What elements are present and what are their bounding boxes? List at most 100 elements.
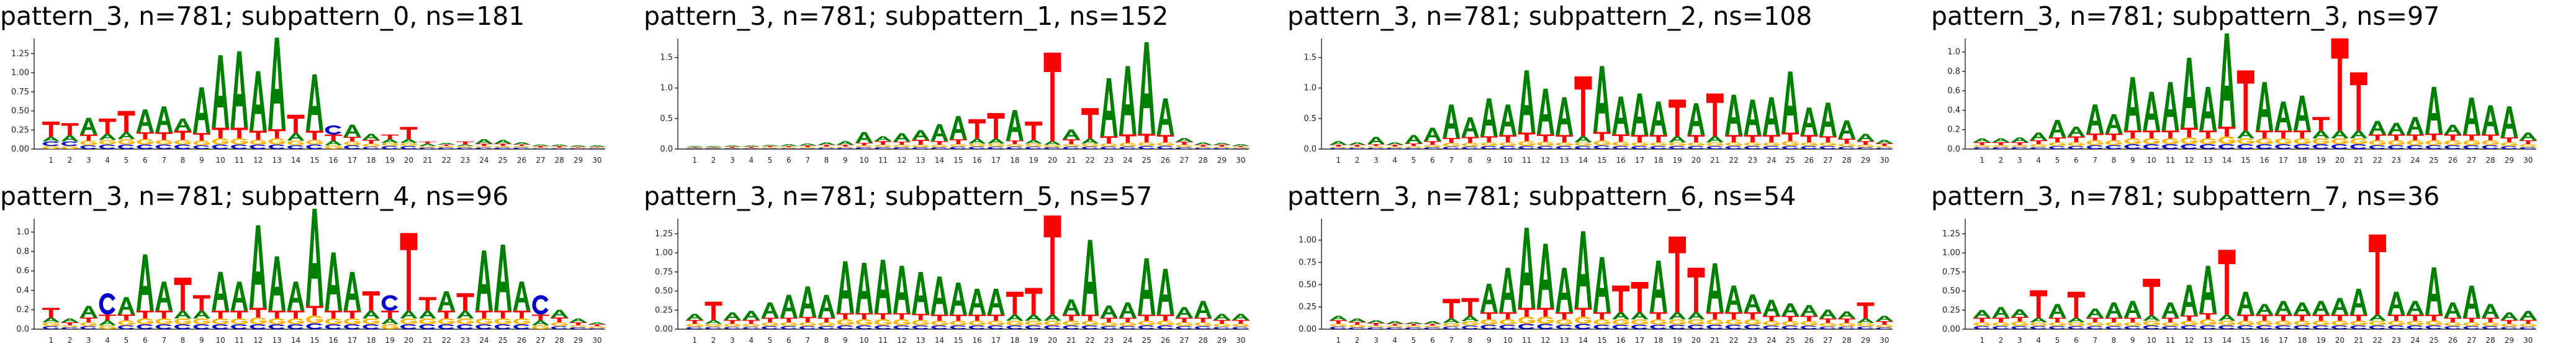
logo-letter-t <box>2462 317 2480 322</box>
logo-letter-t <box>987 314 1005 321</box>
position-tick-label: 29 <box>574 336 583 345</box>
position-tick-label: 18 <box>2297 156 2307 165</box>
logo-letter-g <box>419 318 436 325</box>
logo-letter-a <box>1875 140 1893 144</box>
y-tick-label: 0.25 <box>11 125 29 135</box>
logo-letter-g <box>1725 142 1742 147</box>
logo-letter-c <box>2256 144 2273 149</box>
logo-letter-a <box>136 109 154 132</box>
logo-letter-t <box>1819 318 1837 323</box>
y-tick-label: 0.5 <box>1304 114 1317 124</box>
logo-letter-t <box>1330 320 1348 324</box>
logo-letter-c <box>724 148 741 149</box>
position-tick-label: 15 <box>2241 156 2250 165</box>
logo-letter-c <box>705 148 722 149</box>
logo-letter-t <box>949 139 967 145</box>
logo-letter-g <box>1876 324 1893 328</box>
position-tick-label: 19 <box>1673 336 1682 345</box>
position-tick-label: 25 <box>1786 156 1795 165</box>
logo-letter-t <box>287 311 305 319</box>
position-tick-label: 9 <box>843 336 848 345</box>
logo-letter-c <box>1876 327 1893 329</box>
logo-letter-a <box>912 271 930 314</box>
logo-letter-a <box>1461 315 1479 322</box>
logo-letter-t <box>1213 145 1231 147</box>
position-tick-label: 14 <box>1578 336 1588 345</box>
logo-letter-g <box>1556 142 1573 147</box>
position-tick-label: 26 <box>1161 336 1170 345</box>
logo-letter-t <box>305 130 323 140</box>
position-tick-label: 21 <box>2354 156 2363 165</box>
logo-letter-t <box>2067 291 2085 318</box>
logo-letter-t <box>686 147 704 148</box>
logo-letter-a <box>2143 91 2161 131</box>
logo-letter-t <box>1744 135 1762 143</box>
logo-letter-g <box>1480 319 1498 325</box>
position-tick-label: 30 <box>2523 156 2533 165</box>
logo-letter-t <box>381 311 399 319</box>
logo-letter-a <box>2312 130 2330 138</box>
logo-letter-t <box>99 314 117 320</box>
logo-letter-g <box>931 145 948 148</box>
logo-letter-c <box>1462 325 1479 329</box>
logo-letter-g <box>2049 322 2066 327</box>
logo-letter-c <box>1669 324 1686 329</box>
logo-letter-t <box>1100 136 1118 144</box>
logo-letter-t <box>2500 137 2518 143</box>
logo-letter-a <box>2274 301 2292 315</box>
position-tick-label: 13 <box>916 156 925 165</box>
logo-letter-g <box>1194 322 1212 327</box>
logo-letter-a <box>2312 301 2330 315</box>
logo-letter-a <box>2236 130 2254 138</box>
logo-letter-a <box>968 288 986 315</box>
position-tick-label: 24 <box>1123 156 1132 165</box>
logo-letter-c <box>400 324 417 329</box>
logo-letter-c <box>2425 145 2443 149</box>
logo-letter-c <box>551 148 568 149</box>
logo-letter-a <box>230 281 248 311</box>
logo-letter-c <box>2218 325 2235 329</box>
logo-letter-t <box>1443 138 1461 143</box>
y-tick-label: 1.00 <box>11 68 29 78</box>
logo-letter-g <box>532 325 549 329</box>
logo-letter-g <box>42 146 60 149</box>
position-tick-label: 4 <box>749 336 754 345</box>
position-tick-label: 26 <box>1804 336 1814 345</box>
logo-letter-g <box>306 315 323 324</box>
logo-letter-g <box>799 147 816 149</box>
logo-letter-c <box>2312 144 2330 149</box>
logo-letter-a <box>1443 104 1461 138</box>
logo-letter-a <box>2011 137 2029 143</box>
logo-letter-c <box>1669 146 1686 149</box>
logo-letter-c <box>80 326 97 329</box>
position-tick-label: 19 <box>385 156 395 165</box>
position-tick-label: 11 <box>878 156 888 165</box>
logo-letter-c <box>1349 327 1366 329</box>
logo-letter-g <box>1424 145 1441 148</box>
logo-letter-g <box>1462 321 1479 326</box>
logo-letter-t <box>912 314 930 320</box>
logo-letter-g <box>42 322 60 327</box>
logo-letter-a <box>2030 132 2048 140</box>
position-tick-label: 28 <box>1842 336 1852 345</box>
logo-letter-a <box>2519 311 2537 320</box>
logo-letter-g <box>1744 319 1761 325</box>
y-tick-label: 1.25 <box>11 49 29 58</box>
logo-letter-c <box>1781 325 1799 329</box>
position-tick-label: 20 <box>404 156 413 165</box>
logo-letter-c <box>494 324 511 329</box>
panel-title: pattern_3, n=781; subpattern_2, ns=108 <box>1287 1 1812 31</box>
logo-letter-a <box>117 132 135 140</box>
logo-letter-c <box>799 148 816 149</box>
position-tick-label: 20 <box>1048 336 1057 345</box>
logo-letter-t <box>1725 135 1743 143</box>
logo-letter-c <box>193 145 210 149</box>
position-tick-label: 6 <box>786 336 791 345</box>
logo-letter-a <box>438 143 456 145</box>
logo-letter-g <box>1386 325 1403 328</box>
logo-letter-t <box>1973 142 1991 145</box>
position-tick-label: 29 <box>574 156 583 165</box>
logo-letter-g <box>799 322 816 327</box>
logo-letter-t <box>1875 321 1893 325</box>
logo-letter-a <box>2067 317 2085 322</box>
